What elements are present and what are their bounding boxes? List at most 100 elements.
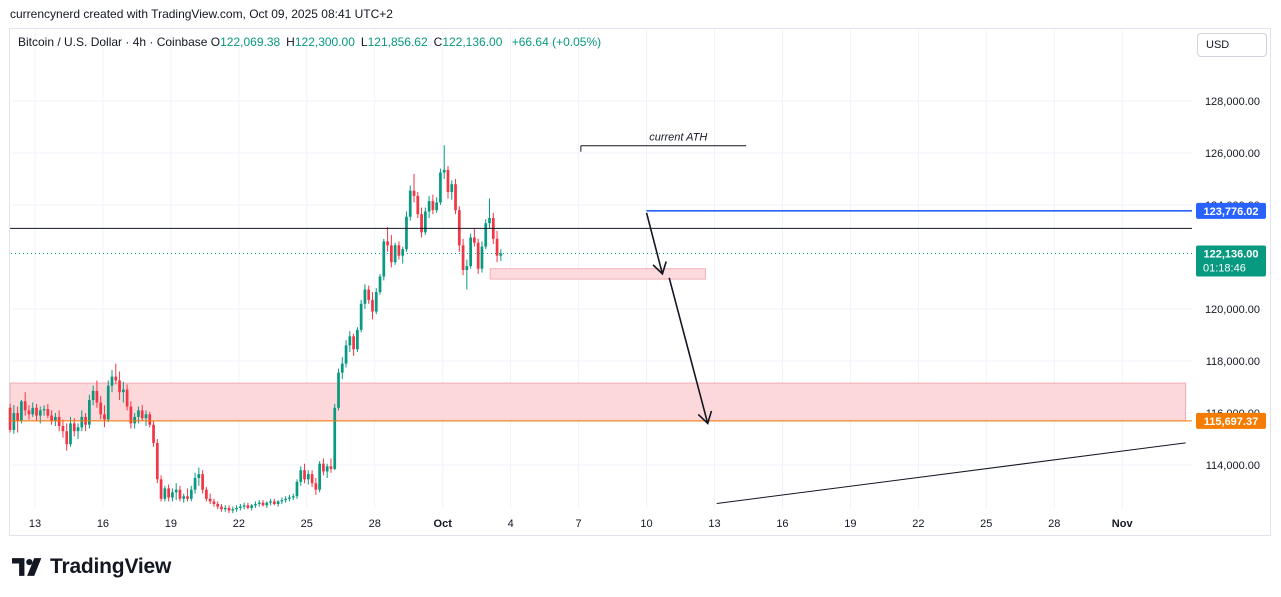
last-price-box[interactable] (1196, 245, 1266, 277)
candle-body[interactable] (76, 427, 80, 432)
candle-body[interactable] (235, 507, 238, 510)
candle-body[interactable] (314, 483, 318, 490)
tradingview-brand[interactable]: TradingView (12, 555, 171, 579)
candle-body[interactable] (344, 345, 348, 364)
candle-body[interactable] (310, 474, 314, 484)
candle-body[interactable] (257, 502, 261, 504)
candle-body[interactable] (322, 463, 325, 472)
candle-body[interactable] (420, 214, 423, 233)
candle-body[interactable] (280, 500, 284, 502)
candle-body[interactable] (325, 466, 329, 472)
candle-body[interactable] (382, 241, 386, 277)
zone-rect[interactable] (489, 268, 706, 280)
candle-body[interactable] (20, 401, 23, 421)
candle-body[interactable] (352, 336, 355, 350)
candle-body[interactable] (446, 169, 450, 192)
candle-body[interactable] (284, 498, 288, 501)
candle-body[interactable] (356, 329, 359, 350)
candle-body[interactable] (23, 401, 27, 411)
candle-body[interactable] (212, 501, 216, 504)
candle-body[interactable] (193, 478, 197, 490)
candle-body[interactable] (27, 410, 31, 415)
candle-body[interactable] (378, 276, 382, 293)
candle-body[interactable] (12, 413, 16, 430)
candle-body[interactable] (318, 463, 321, 490)
candle-body[interactable] (457, 210, 461, 246)
candle-body[interactable] (276, 501, 280, 504)
candle-body[interactable] (337, 372, 340, 408)
candle-body[interactable] (140, 410, 144, 419)
candle-body[interactable] (371, 299, 374, 312)
candle-body[interactable] (303, 470, 306, 480)
candle-body[interactable] (348, 336, 352, 346)
candle-body[interactable] (69, 423, 72, 445)
candle-body[interactable] (201, 474, 204, 490)
candle-body[interactable] (405, 216, 408, 250)
candle-body[interactable] (95, 390, 99, 403)
candle-body[interactable] (38, 410, 42, 416)
candle-body[interactable] (129, 406, 133, 424)
candle-body[interactable] (72, 423, 76, 432)
candle-body[interactable] (488, 218, 491, 224)
candle-body[interactable] (374, 292, 378, 312)
candle-body[interactable] (239, 506, 242, 508)
candle-body[interactable] (216, 504, 220, 507)
candle-body[interactable] (178, 489, 182, 499)
candle-body[interactable] (250, 505, 254, 508)
candle-body[interactable] (465, 266, 469, 270)
candle-body[interactable] (155, 442, 159, 480)
candle-body[interactable] (114, 376, 118, 381)
candle-body[interactable] (110, 376, 114, 386)
price-label-box[interactable] (1196, 202, 1266, 219)
candle-body[interactable] (159, 479, 163, 499)
candle-body[interactable] (220, 506, 223, 510)
candle-body[interactable] (121, 389, 125, 393)
candle-body[interactable] (499, 253, 503, 256)
candle-body[interactable] (61, 426, 65, 432)
candle-body[interactable] (261, 502, 265, 506)
candle-body[interactable] (386, 241, 389, 246)
candle-body[interactable] (182, 496, 186, 499)
candle-body[interactable] (431, 201, 435, 211)
candle-body[interactable] (80, 416, 84, 428)
trend-line[interactable] (716, 442, 1186, 504)
candle-body[interactable] (363, 289, 367, 304)
candle-body[interactable] (103, 414, 106, 420)
candle-body[interactable] (473, 237, 476, 243)
candle-body[interactable] (427, 201, 431, 212)
candle-body[interactable] (171, 492, 174, 498)
candle-body[interactable] (476, 242, 480, 269)
candle-body[interactable] (31, 407, 35, 415)
candle-body[interactable] (454, 184, 457, 211)
arrow-line[interactable] (668, 277, 709, 424)
candle-body[interactable] (416, 195, 420, 215)
candle-body[interactable] (439, 172, 442, 203)
candle-body[interactable] (442, 169, 446, 173)
candle-body[interactable] (137, 410, 140, 417)
candle-body[interactable] (148, 414, 152, 425)
candle-body[interactable] (242, 505, 246, 507)
candle-body[interactable] (91, 390, 95, 400)
candle-body[interactable] (163, 488, 167, 499)
candle-body[interactable] (227, 507, 231, 511)
candle-body[interactable] (254, 504, 257, 506)
candle-body[interactable] (35, 407, 38, 416)
candle-body[interactable] (186, 496, 189, 499)
candle-body[interactable] (367, 289, 371, 300)
candle-body[interactable] (223, 507, 227, 510)
candle-body[interactable] (469, 237, 472, 267)
candle-body[interactable] (408, 190, 412, 217)
candle-body[interactable] (99, 402, 103, 415)
candle-body[interactable] (397, 245, 401, 256)
candle-body[interactable] (65, 431, 69, 445)
candle-body[interactable] (46, 409, 50, 416)
candle-body[interactable] (329, 466, 333, 469)
candle-body[interactable] (50, 415, 53, 421)
candle-body[interactable] (484, 223, 488, 247)
candle-body[interactable] (54, 416, 57, 421)
candle-body[interactable] (152, 424, 155, 443)
candle-body[interactable] (8, 407, 12, 430)
candle-body[interactable] (480, 246, 484, 269)
candle-body[interactable] (495, 238, 499, 256)
